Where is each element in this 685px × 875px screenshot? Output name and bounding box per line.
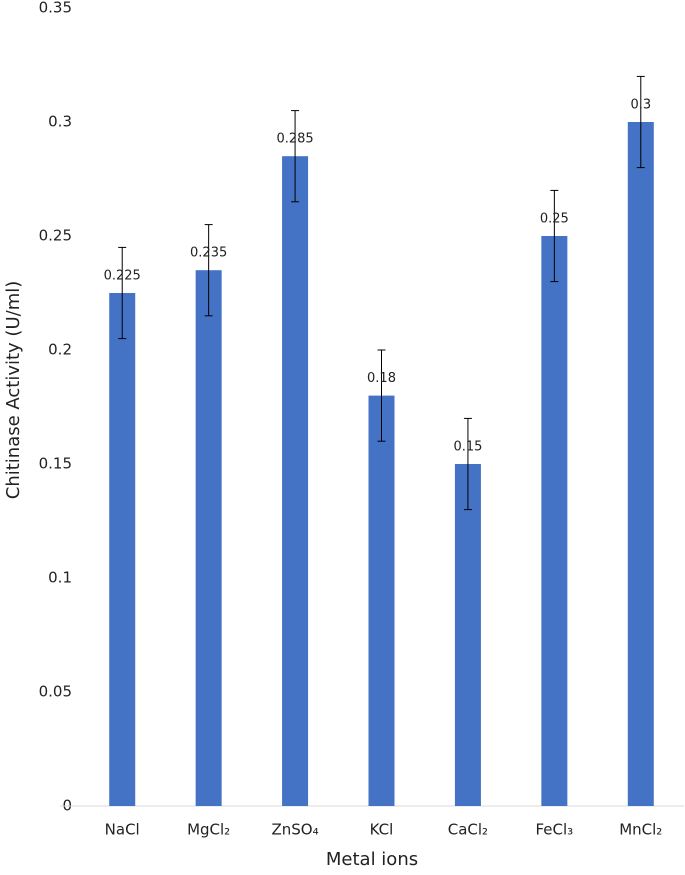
x-tick-label: MgCl₂ (187, 821, 230, 839)
value-label: 0.15 (453, 440, 482, 455)
y-tick-label: 0.25 (39, 227, 72, 245)
x-tick-label: ZnSO₄ (272, 821, 319, 839)
x-tick-label: KCl (370, 821, 394, 839)
error-bar (463, 417, 472, 511)
y-tick-label: 0.1 (48, 569, 72, 587)
bar (541, 236, 568, 806)
bar (368, 395, 395, 806)
y-tick-label: 0.05 (39, 683, 72, 701)
y-tick-label: 0.2 (48, 341, 72, 359)
x-tick-label: NaCl (105, 821, 140, 839)
bar (627, 122, 654, 806)
x-tick-label: FeCl₃ (536, 821, 574, 839)
bar (109, 293, 136, 806)
y-tick-label: 0.35 (39, 0, 72, 17)
error-bar (377, 349, 386, 442)
error-bar (291, 110, 300, 203)
value-label: 0.235 (190, 246, 227, 261)
x-axis-title: Metal ions (326, 849, 418, 870)
value-label: 0.18 (367, 371, 396, 386)
bar (282, 156, 309, 806)
value-label: 0.285 (276, 132, 313, 147)
x-tick-label: CaCl₂ (448, 821, 488, 839)
y-tick-label: 0.15 (39, 455, 72, 473)
y-tick-label: 0.3 (48, 113, 72, 131)
error-bar (550, 189, 559, 283)
error-bar (636, 75, 645, 169)
error-bar (118, 246, 127, 340)
error-bar (204, 224, 213, 317)
bar (195, 270, 222, 806)
value-label: 0.225 (104, 269, 141, 284)
value-label: 0.25 (540, 212, 569, 227)
value-label: 0.3 (630, 98, 651, 113)
bar (454, 464, 481, 806)
y-axis-title: Chitinase Activity (U/ml) (3, 281, 24, 500)
x-tick-label: MnCl₂ (619, 821, 662, 839)
